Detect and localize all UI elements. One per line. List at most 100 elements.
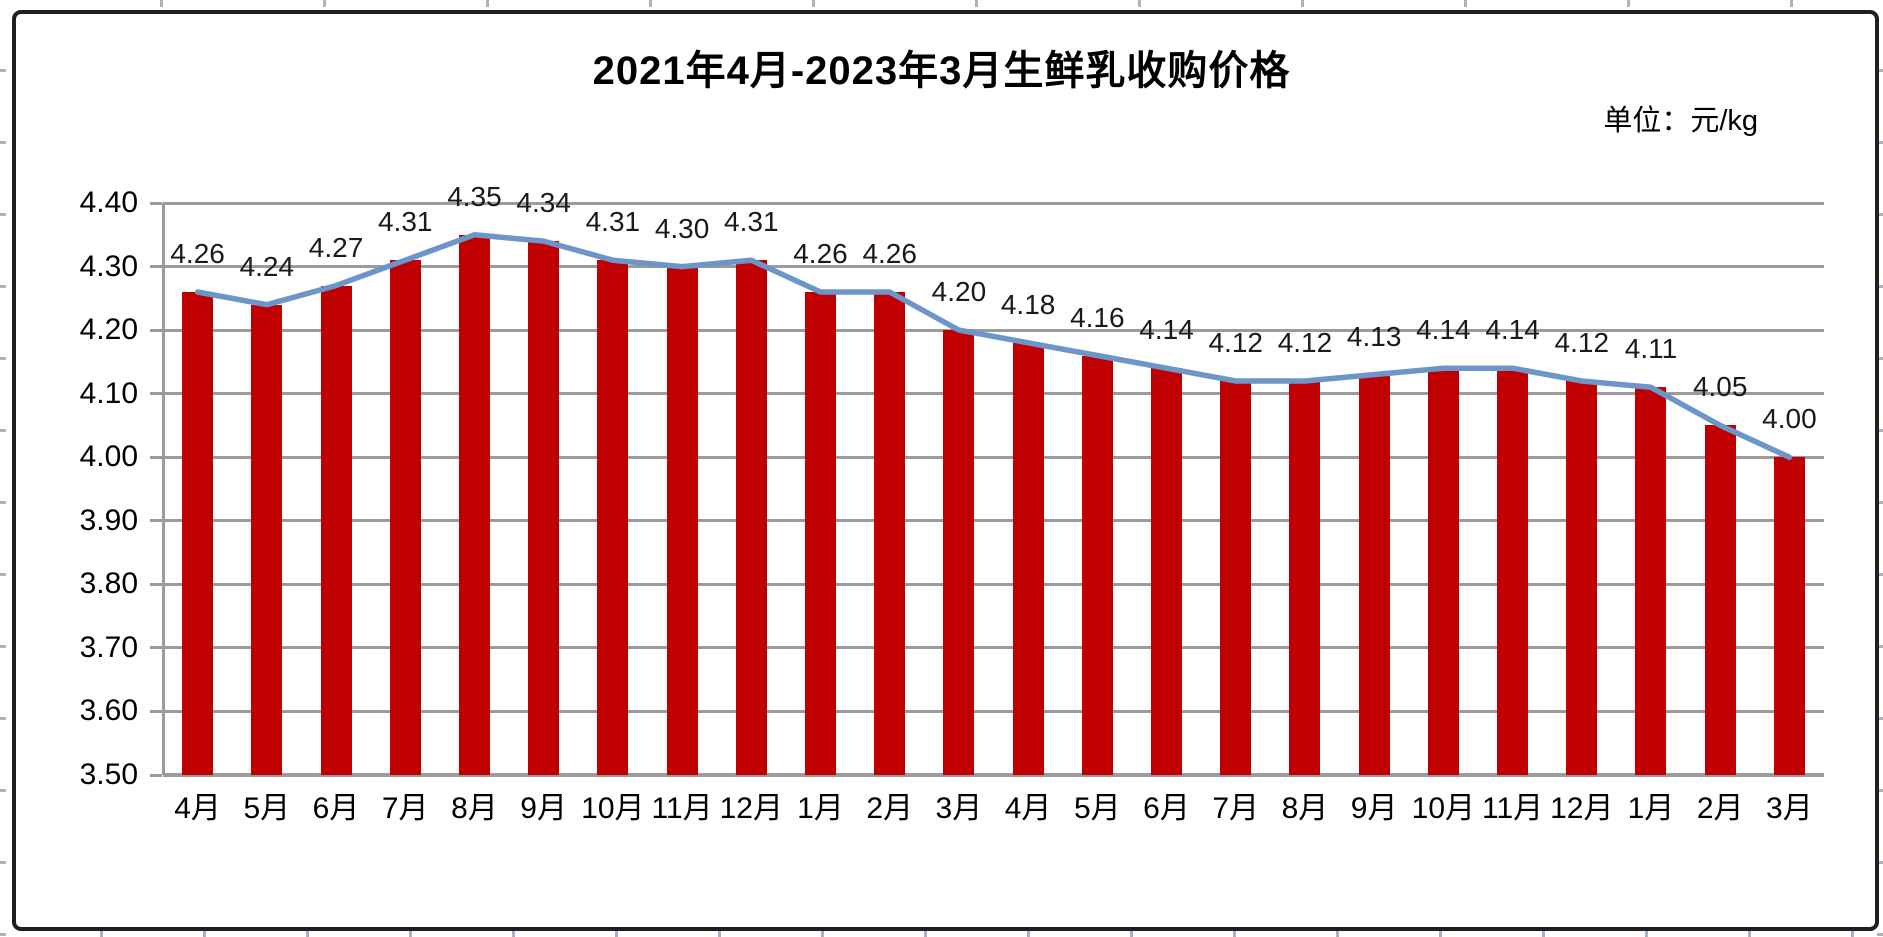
data-label: 4.26 bbox=[170, 237, 225, 269]
y-axis-label: 4.30 bbox=[79, 249, 138, 283]
y-axis-label: 4.40 bbox=[79, 186, 138, 219]
data-label: 4.26 bbox=[862, 237, 917, 269]
x-axis-label: 2月 bbox=[866, 792, 914, 825]
data-label: 4.31 bbox=[377, 206, 433, 238]
data-label: 4.16 bbox=[1070, 301, 1125, 333]
y-axis-label: 4.00 bbox=[79, 440, 138, 474]
data-label: 4.20 bbox=[931, 276, 987, 308]
bar-3月 bbox=[943, 330, 975, 775]
y-axis-line bbox=[161, 203, 165, 775]
x-axis-label: 8月 bbox=[451, 792, 498, 825]
gridline bbox=[163, 646, 1824, 650]
y-axis-label: 3.70 bbox=[79, 630, 138, 664]
bar-12月 bbox=[735, 260, 767, 775]
chart-title: 2021年4月-2023年3月生鲜乳收购价格 bbox=[592, 49, 1291, 93]
data-label: 4.11 bbox=[1624, 333, 1678, 365]
data-label: 4.24 bbox=[239, 250, 295, 282]
data-label: 4.00 bbox=[1762, 403, 1817, 435]
data-label: 4.30 bbox=[654, 212, 710, 244]
y-axis-tick bbox=[150, 328, 162, 332]
x-axis-label: 4月 bbox=[1004, 792, 1052, 825]
bar-8月 bbox=[1289, 380, 1321, 775]
bar-11月 bbox=[666, 266, 698, 775]
x-axis-label: 5月 bbox=[243, 792, 291, 825]
bar-2月 bbox=[1704, 425, 1736, 775]
spreadsheet-gridline-marks-left bbox=[0, 0, 6, 937]
y-axis-label: 3.50 bbox=[79, 758, 138, 791]
bar-1月 bbox=[804, 291, 836, 775]
x-axis-label: 10月 bbox=[1411, 792, 1476, 825]
data-label: 4.27 bbox=[308, 231, 364, 263]
data-label: 4.14 bbox=[1485, 314, 1540, 346]
y-axis-tick bbox=[150, 773, 162, 777]
x-axis-label: 9月 bbox=[1350, 792, 1398, 825]
y-axis-label: 3.80 bbox=[79, 567, 138, 601]
x-axis-label: 1月 bbox=[1627, 792, 1675, 825]
data-label: 4.14 bbox=[1416, 314, 1471, 346]
y-axis-tick bbox=[150, 201, 162, 205]
y-axis-label: 3.90 bbox=[79, 503, 138, 537]
y-axis-tick bbox=[150, 392, 162, 396]
bar-9月 bbox=[528, 241, 560, 775]
bar-5月 bbox=[251, 304, 283, 775]
y-axis-label: 4.20 bbox=[79, 313, 138, 347]
y-axis-tick bbox=[150, 265, 162, 269]
data-label: 4.12 bbox=[1277, 326, 1333, 358]
data-label: 4.13 bbox=[1346, 320, 1402, 352]
data-label: 4.35 bbox=[447, 180, 502, 212]
bar-12月 bbox=[1566, 380, 1598, 775]
bar-4月 bbox=[1012, 342, 1044, 775]
bar-7月 bbox=[1220, 380, 1252, 775]
bar-6月 bbox=[1151, 368, 1183, 775]
x-axis-label: 5月 bbox=[1073, 792, 1121, 825]
spreadsheet-gridline-marks-top bbox=[0, 0, 1883, 7]
x-axis-label: 12月 bbox=[719, 792, 783, 825]
x-axis-label: 7月 bbox=[381, 792, 429, 825]
y-axis-label: 4.10 bbox=[79, 376, 138, 410]
bar-10月 bbox=[597, 260, 629, 775]
bar-2月 bbox=[874, 291, 906, 775]
x-axis-line bbox=[163, 773, 1824, 777]
gridline bbox=[163, 201, 1824, 205]
data-label: 4.34 bbox=[516, 187, 571, 219]
data-label: 4.12 bbox=[1208, 326, 1263, 358]
y-axis-tick bbox=[150, 646, 162, 650]
x-axis-label: 1月 bbox=[797, 792, 844, 825]
spreadsheet-gridline-marks-bottom bbox=[0, 930, 1883, 937]
x-axis-label: 8月 bbox=[1281, 792, 1329, 825]
x-axis-label: 9月 bbox=[520, 792, 567, 825]
y-axis-tick bbox=[150, 455, 162, 459]
unit-label: 单位：元/kg bbox=[1603, 105, 1758, 137]
x-axis-label: 12月 bbox=[1550, 792, 1614, 825]
x-axis-label: 11月 bbox=[651, 792, 713, 825]
bar-9月 bbox=[1358, 374, 1390, 775]
data-label: 4.05 bbox=[1692, 371, 1748, 403]
y-axis-tick bbox=[150, 709, 162, 713]
y-axis-tick bbox=[150, 582, 162, 586]
bar-4月 bbox=[182, 291, 214, 775]
bar-5月 bbox=[1081, 355, 1113, 775]
x-axis-label: 2月 bbox=[1696, 792, 1744, 825]
x-axis-label: 6月 bbox=[312, 792, 360, 825]
x-axis-label: 7月 bbox=[1212, 792, 1260, 825]
bar-1月 bbox=[1635, 387, 1667, 775]
x-axis-label: 6月 bbox=[1143, 792, 1190, 825]
x-axis-label: 11月 bbox=[1481, 792, 1544, 825]
spreadsheet-gridline-marks-right bbox=[1877, 0, 1883, 937]
gridline bbox=[163, 582, 1824, 586]
x-axis-label: 3月 bbox=[935, 792, 983, 825]
data-label: 4.31 bbox=[724, 206, 779, 238]
data-label: 4.18 bbox=[1000, 288, 1056, 320]
bar-6月 bbox=[320, 285, 352, 775]
x-axis-label: 4月 bbox=[174, 792, 221, 825]
bar-10月 bbox=[1427, 368, 1459, 775]
data-label: 4.14 bbox=[1139, 314, 1194, 346]
bar-8月 bbox=[458, 234, 490, 775]
data-label: 4.31 bbox=[585, 206, 641, 238]
y-axis-tick bbox=[150, 519, 162, 523]
y-axis-label: 3.60 bbox=[79, 694, 138, 728]
bar-7月 bbox=[389, 260, 421, 775]
x-axis-label: 10月 bbox=[581, 792, 645, 825]
